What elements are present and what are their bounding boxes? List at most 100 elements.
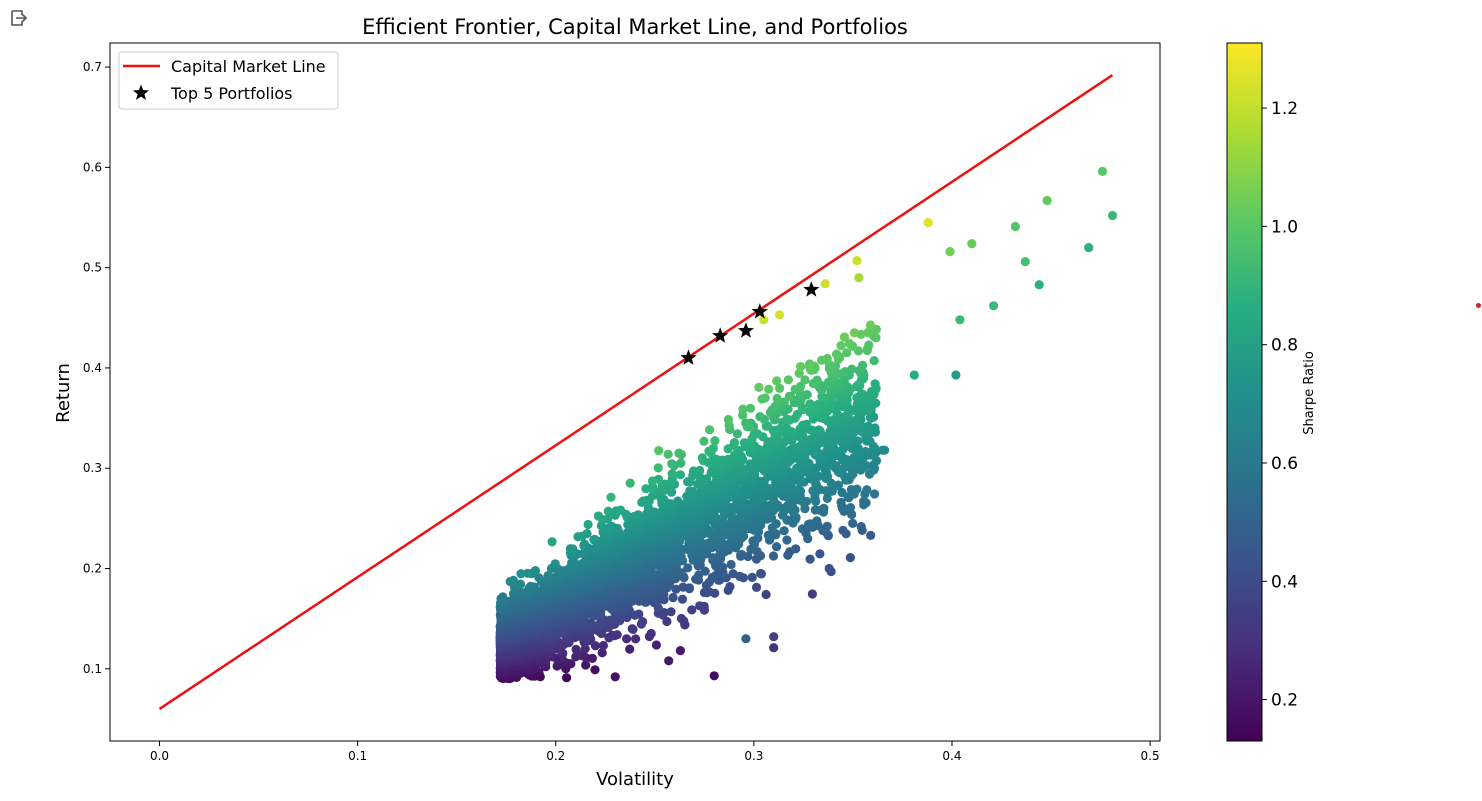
y-tick-label: 0.4: [83, 361, 102, 375]
portfolio-point: [590, 534, 600, 544]
portfolio-point: [723, 414, 734, 425]
legend-box: [118, 51, 339, 110]
portfolio-outlier-point: [909, 370, 919, 380]
x-tick-label: 0.1: [348, 749, 367, 763]
x-tick-label: 0.3: [744, 749, 763, 763]
portfolio-point: [815, 549, 825, 559]
portfolio-point: [728, 569, 738, 579]
portfolio-point: [864, 340, 874, 350]
portfolio-point: [805, 554, 815, 564]
output-exit-icon[interactable]: [8, 8, 28, 28]
portfolio-point: [757, 394, 767, 404]
portfolio-point: [671, 584, 681, 594]
portfolio-point: [547, 537, 557, 547]
portfolio-point: [796, 381, 806, 391]
portfolio-point: [755, 412, 765, 422]
x-axis-ticks: 0.0 0.1 0.2 0.3 0.4 0.5: [150, 741, 1160, 763]
top-portfolio-star: [803, 281, 820, 297]
portfolio-point: [705, 425, 715, 435]
x-tick-label: 0.0: [150, 749, 169, 763]
portfolio-point: [667, 469, 677, 479]
portfolio-point: [754, 382, 764, 392]
portfolio-point: [625, 478, 635, 488]
capital-market-line: [158, 74, 1114, 710]
portfolio-point: [837, 487, 847, 498]
portfolio-point: [581, 660, 591, 670]
portfolio-point: [863, 421, 873, 431]
portfolio-point: [817, 355, 827, 365]
portfolio-outlier-point: [1107, 210, 1118, 221]
x-axis-label: Volatility: [596, 769, 674, 790]
x-tick-label: 0.4: [942, 749, 961, 763]
portfolio-point: [822, 521, 832, 531]
portfolio-point: [851, 415, 862, 425]
portfolio-point: [677, 594, 688, 604]
portfolio-point: [708, 443, 719, 453]
portfolio-point: [526, 581, 536, 592]
portfolio-outlier-point: [836, 497, 846, 507]
portfolio-outlier-point: [1097, 166, 1108, 176]
portfolio-outlier-point: [838, 525, 848, 536]
portfolio-point: [789, 443, 799, 453]
portfolio-point: [738, 404, 748, 414]
portfolio-point: [666, 607, 676, 617]
portfolio-point: [726, 559, 736, 570]
portfolio-point: [505, 577, 515, 587]
top-portfolio-star: [751, 303, 768, 319]
colorbar-ticks: 0.2 0.4 0.6 0.8 1.0 1.2: [1262, 99, 1298, 711]
y-tick-label: 0.6: [83, 160, 102, 174]
edge-marker-dot: [1476, 303, 1481, 308]
portfolio-point: [688, 466, 699, 476]
portfolio-outlier-point: [967, 239, 977, 249]
portfolio-point: [695, 601, 705, 611]
portfolio-point: [631, 634, 641, 644]
portfolio-point: [796, 362, 806, 372]
portfolio-point: [761, 589, 771, 600]
legend: Capital Market Line Top 5 Portfolios: [118, 51, 339, 110]
portfolio-point: [598, 640, 609, 651]
portfolio-outlier-point: [880, 445, 890, 455]
portfolio-outlier-point: [923, 217, 933, 228]
portfolio-point: [782, 414, 792, 424]
portfolio-point: [869, 489, 880, 499]
portfolio-point: [606, 492, 616, 502]
portfolio-point: [583, 519, 593, 530]
portfolio-point: [651, 640, 662, 650]
portfolio-point: [839, 434, 850, 444]
colorbar-tick-label: 1.0: [1271, 217, 1298, 237]
y-axis-ticks: 0.1 0.2 0.3 0.4 0.5 0.6 0.7: [83, 60, 110, 676]
portfolio-point: [866, 530, 876, 541]
portfolio-outlier-point: [709, 671, 719, 681]
portfolio-point: [819, 503, 829, 513]
portfolio-point: [638, 617, 648, 627]
portfolio-point: [856, 389, 867, 399]
portfolio-outlier-point: [951, 370, 961, 380]
portfolio-point: [732, 429, 743, 439]
portfolio-point: [597, 648, 607, 658]
portfolio-point: [779, 526, 789, 536]
y-tick-label: 0.7: [83, 60, 102, 74]
cml-line: [158, 74, 1114, 710]
portfolio-point: [590, 665, 600, 675]
portfolio-point: [625, 644, 635, 654]
portfolio-point: [534, 573, 544, 583]
portfolio-outlier-point: [989, 301, 999, 311]
portfolio-point: [844, 338, 855, 349]
portfolio-point: [791, 544, 801, 554]
portfolio-point: [870, 379, 880, 389]
portfolio-point: [751, 582, 762, 593]
portfolio-point: [749, 429, 759, 440]
y-tick-label: 0.2: [83, 562, 102, 576]
portfolio-point: [763, 530, 773, 540]
portfolio-point: [700, 566, 710, 576]
top-portfolio-star: [680, 349, 697, 365]
portfolio-outlier-point: [824, 563, 834, 574]
colorbar-tick-label: 0.4: [1271, 572, 1298, 592]
portfolio-point: [550, 559, 560, 569]
portfolio-point: [739, 438, 750, 448]
portfolio-point: [848, 518, 858, 529]
portfolio-point: [847, 509, 857, 520]
portfolio-point: [798, 420, 808, 430]
portfolio-point: [567, 558, 577, 568]
